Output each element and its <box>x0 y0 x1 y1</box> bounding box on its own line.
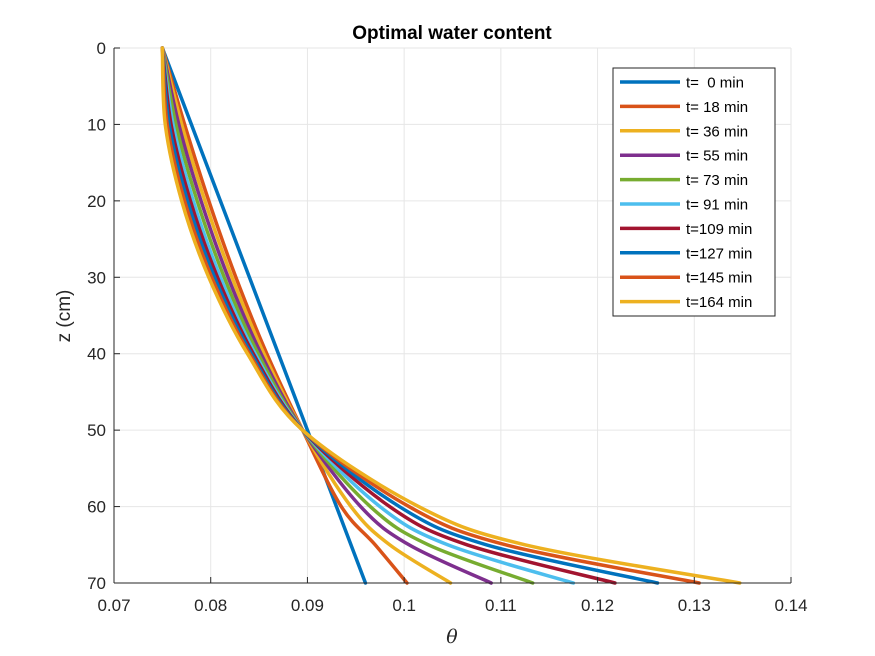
x-tick-label: 0.13 <box>678 596 711 615</box>
y-tick-label: 20 <box>87 192 106 211</box>
legend-label-3: t= 55 min <box>686 148 748 165</box>
x-axis-label: θ <box>446 626 458 648</box>
y-tick-label: 70 <box>87 574 106 593</box>
x-tick-label: 0.1 <box>392 596 416 615</box>
series-line-9 <box>160 46 742 585</box>
chart-title: Optimal water content <box>352 23 552 44</box>
tick-labels: 0.07 0.08 0.09 0.1 0.11 0.12 0.13 0.14 0 10 20 30 40… <box>87 39 807 615</box>
x-tick-label: 0.09 <box>291 596 324 615</box>
series-line-0 <box>160 46 368 585</box>
legend-label-9: t=164 min <box>686 294 752 311</box>
legend-label-7: t=127 min <box>686 245 752 262</box>
legend-label-5: t= 91 min <box>686 197 748 214</box>
legend-label-0: t= 0 min <box>686 75 744 92</box>
series-line-1 <box>160 46 409 585</box>
legend-label-2: t= 36 min <box>686 123 748 140</box>
axes <box>113 47 792 584</box>
legend-box <box>612 67 776 317</box>
legend: t= 0 min t= 18 min t= 36 min t= 55 min t= 73… <box>612 67 776 317</box>
legend-items: t= 0 min t= 18 min t= 36 min t= 55 min t= 73… <box>620 75 752 311</box>
x-tick-label: 0.11 <box>485 596 517 615</box>
y-tick-label: 60 <box>87 498 106 517</box>
x-tick-label: 0.14 <box>774 596 807 615</box>
y-tick-label: 30 <box>87 268 106 287</box>
y-axis-label: z (cm) <box>54 290 75 343</box>
y-tick-label: 0 <box>97 39 106 58</box>
y-tick-label: 50 <box>87 421 106 440</box>
y-tick-label: 40 <box>87 345 106 364</box>
x-tick-label: 0.08 <box>194 596 227 615</box>
series-lines <box>160 46 742 585</box>
y-tick-label: 10 <box>87 115 106 134</box>
legend-label-1: t= 18 min <box>686 99 748 116</box>
series-line-2 <box>160 46 453 585</box>
series-line-4 <box>160 46 535 585</box>
legend-label-6: t=109 min <box>686 221 752 238</box>
series-line-3 <box>160 46 493 585</box>
x-tick-label: 0.07 <box>97 596 130 615</box>
legend-label-4: t= 73 min <box>686 172 748 189</box>
legend-label-8: t=145 min <box>686 270 752 287</box>
x-tick-label: 0.12 <box>581 596 614 615</box>
